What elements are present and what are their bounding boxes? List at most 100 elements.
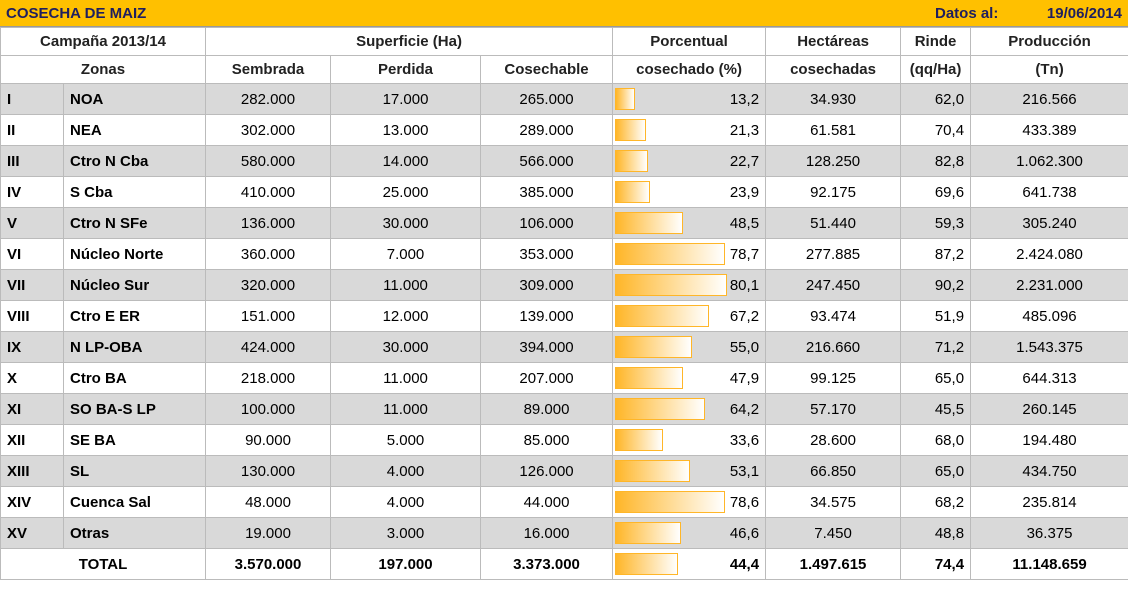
title: COSECHA DE MAIZ <box>6 5 147 22</box>
data-row: X Ctro BA 218.000 11.000 207.000 47,9 99.125 65… <box>0 362 1128 394</box>
cell: N LP-OBA <box>62 331 207 363</box>
percent-cell: 46,6 <box>612 517 767 549</box>
cell: NOA <box>62 83 207 115</box>
cell: Rinde <box>900 27 972 56</box>
cell: SO BA-S LP <box>62 393 207 425</box>
cell: 93.474 <box>765 300 902 332</box>
cell: 353.000 <box>480 238 614 270</box>
header-row: Campaña 2013/14 Superficie (Ha) Porcentual… <box>0 27 1128 56</box>
title-bar: COSECHA DE MAIZ Datos al: 19/06/2014 <box>0 0 1128 27</box>
percent-cell: 48,5 <box>612 207 767 239</box>
percent-cell: 47,9 <box>612 362 767 394</box>
cell: 17.000 <box>330 83 482 115</box>
data-row: XI SO BA-S LP 100.000 11.000 89.000 64,2 57.17… <box>0 393 1128 425</box>
cell: SE BA <box>62 424 207 456</box>
cell: XIV <box>0 486 64 518</box>
cell: Ctro BA <box>62 362 207 394</box>
data-row: II NEA 302.000 13.000 289.000 21,3 61.581 70,4 4… <box>0 114 1128 146</box>
date-label: Datos al: <box>935 5 999 22</box>
cell: XII <box>0 424 64 456</box>
cell: 247.450 <box>765 269 902 301</box>
cell: IX <box>0 331 64 363</box>
cell: cosechado (%) <box>612 55 767 84</box>
cell: 12.000 <box>330 300 482 332</box>
cell: 71,2 <box>900 331 972 363</box>
cell: 410.000 <box>205 176 332 208</box>
cell: 1.062.300 <box>970 145 1128 177</box>
cell: 90.000 <box>205 424 332 456</box>
data-bar <box>615 119 647 141</box>
cell: 69,6 <box>900 176 972 208</box>
cell: 197.000 <box>330 548 482 580</box>
cell: 25.000 <box>330 176 482 208</box>
percent-value: 46,6 <box>729 524 760 542</box>
cell: 62,0 <box>900 83 972 115</box>
cell: 30.000 <box>330 207 482 239</box>
percent-cell: 23,9 <box>612 176 767 208</box>
cell: 13.000 <box>330 114 482 146</box>
harvest-table: Campaña 2013/14 Superficie (Ha) Porcentual… <box>0 27 1128 580</box>
cell: 82,8 <box>900 145 972 177</box>
cell: III <box>0 145 64 177</box>
data-bar <box>615 522 681 544</box>
cell: IV <box>0 176 64 208</box>
percent-value: 78,6 <box>729 493 760 511</box>
cell: 7.000 <box>330 238 482 270</box>
percent-value: 80,1 <box>729 276 760 294</box>
percent-value: 64,2 <box>729 400 760 418</box>
cell: XV <box>0 517 64 549</box>
cell: 216.566 <box>970 83 1128 115</box>
cell: Núcleo Sur <box>62 269 207 301</box>
cell: (Tn) <box>970 55 1128 84</box>
cell: 48.000 <box>205 486 332 518</box>
cell: 99.125 <box>765 362 902 394</box>
cell: 61.581 <box>765 114 902 146</box>
cell: 45,5 <box>900 393 972 425</box>
data-bar <box>615 491 725 513</box>
cell: 394.000 <box>480 331 614 363</box>
percent-cell: 44,4 <box>612 548 767 580</box>
data-row: IX N LP-OBA 424.000 30.000 394.000 55,0 216.66… <box>0 331 1128 363</box>
cell: 644.313 <box>970 362 1128 394</box>
percent-cell: 22,7 <box>612 145 767 177</box>
data-bar <box>615 88 636 110</box>
cell: 1.497.615 <box>765 548 902 580</box>
data-row: I NOA 282.000 17.000 265.000 13,2 34.930 62,0 21… <box>0 83 1128 115</box>
percent-cell: 80,1 <box>612 269 767 301</box>
cell: Otras <box>62 517 207 549</box>
cell: 4.000 <box>330 486 482 518</box>
data-row: XV Otras 19.000 3.000 16.000 46,6 7.450 48,8 36.… <box>0 517 1128 549</box>
data-bar <box>615 274 727 296</box>
data-row: VII Núcleo Sur 320.000 11.000 309.000 80,1 247… <box>0 269 1128 301</box>
cell: SL <box>62 455 207 487</box>
cell: Perdida <box>330 55 482 84</box>
percent-value: 44,4 <box>729 555 760 573</box>
cell: Sembrada <box>205 55 332 84</box>
data-row: VIII Ctro E ER 151.000 12.000 139.000 67,2 93.… <box>0 300 1128 332</box>
data-bar <box>615 243 725 265</box>
header-row: Zonas Sembrada Perdida Cosechable cosechado … <box>0 55 1128 84</box>
data-row: XIII SL 130.000 4.000 126.000 53,1 66.850 65,0 4… <box>0 455 1128 487</box>
percent-value: 67,2 <box>729 307 760 325</box>
percent-cell: 64,2 <box>612 393 767 425</box>
percent-value: 21,3 <box>729 121 760 139</box>
cell: 11.000 <box>330 362 482 394</box>
cell: 51.440 <box>765 207 902 239</box>
cell: Ctro E ER <box>62 300 207 332</box>
cell: Hectáreas <box>765 27 902 56</box>
cell: 48,8 <box>900 517 972 549</box>
total-row: TOTAL 3.570.000 197.000 3.373.000 44,4 1.497.… <box>0 548 1128 580</box>
percent-value: 23,9 <box>729 183 760 201</box>
cell: 28.600 <box>765 424 902 456</box>
date: 19/06/2014 <box>1046 5 1122 22</box>
cell: 265.000 <box>480 83 614 115</box>
cell: 126.000 <box>480 455 614 487</box>
percent-value: 78,7 <box>729 245 760 263</box>
cell: 139.000 <box>480 300 614 332</box>
cell: 2.231.000 <box>970 269 1128 301</box>
cell: 5.000 <box>330 424 482 456</box>
cell: VIII <box>0 300 64 332</box>
cell: Cosechable <box>480 55 614 84</box>
cell: II <box>0 114 64 146</box>
